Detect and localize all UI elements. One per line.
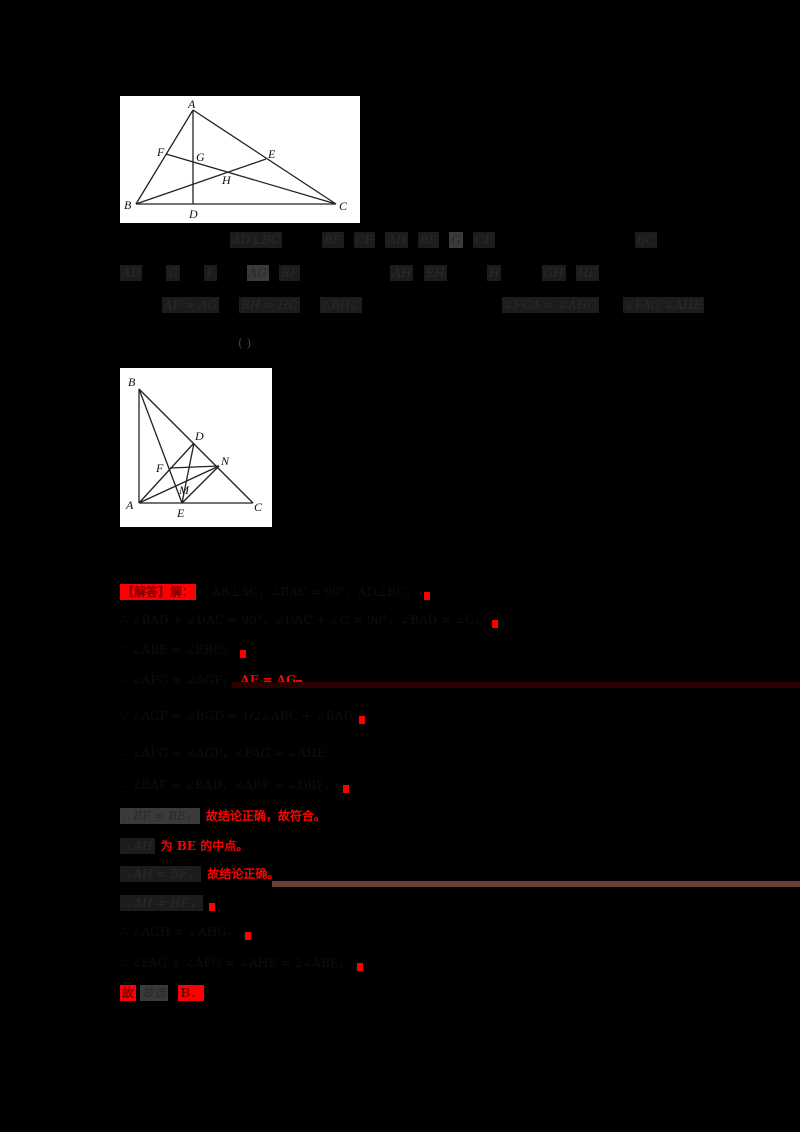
solution-line-6: ∴ ∠BAF = ∠BAD，∠ABF = ∠DBF， xyxy=(120,777,349,795)
math-chip: △BHC xyxy=(319,297,362,313)
math-chip: F xyxy=(204,265,217,281)
problem-line-2: AD G F AG BF AH EH H GH HE xyxy=(120,265,605,283)
solution-text: ∵ ∠ABE = ∠EBC， xyxy=(120,643,235,657)
math-chip: ∠FAG ∠AHE xyxy=(622,297,705,313)
red-marker xyxy=(358,716,365,724)
svg-text:H: H xyxy=(221,173,232,187)
divider-rule-dark-red xyxy=(232,682,800,688)
figure-right-triangle-abc: B A C D E F M N xyxy=(120,368,272,527)
svg-text:G: G xyxy=(196,150,205,164)
red-highlight: 为 BE 的中点。 xyxy=(160,839,249,853)
solution-line-5: ∴ ∠AFG = ∠AGF，∠FAG = ∠AHE xyxy=(120,745,332,763)
divider-rule-brown xyxy=(272,881,800,887)
red-highlight: 故结论正确。 xyxy=(207,867,280,881)
math-chip: BH = HC xyxy=(239,297,300,313)
solution-text: ∴ ∠BAF = ∠BAD，∠ABF = ∠DBF， xyxy=(120,778,337,792)
svg-text:M: M xyxy=(178,483,190,497)
math-chip: BC xyxy=(634,232,658,248)
triangle-diagram-2: B A C D E F M N xyxy=(125,375,263,520)
math-chip: HE xyxy=(575,265,600,281)
svg-text:F: F xyxy=(156,145,165,159)
math-chip: G xyxy=(449,232,464,248)
solution-text: ∵ ∠AGF = ∠BGD = 1/2∠ABC + ∠BAD xyxy=(120,709,353,723)
answer-choice: B． xyxy=(178,985,205,1001)
solution-line-4: ∵ ∠AGF = ∠BGD = 1/2∠ABC + ∠BAD xyxy=(120,708,365,726)
math-chip: CF xyxy=(473,232,495,248)
solution-text: ∴ ∠AFG = ∠AGF，∠FAG = ∠AHE xyxy=(120,746,326,760)
solution-line-0: 【解答】解： ∵ AB⊥AC，∠BAC = 90°，AD⊥BC， xyxy=(120,584,430,602)
svg-text:F: F xyxy=(155,461,164,475)
math-chip: CF xyxy=(353,232,376,248)
svg-text:E: E xyxy=(267,147,276,161)
solution-line-11: ∴ ∠AGH = ∠AHG， xyxy=(120,924,251,942)
svg-text:C: C xyxy=(339,199,348,213)
math-chip: AD xyxy=(385,232,408,248)
answer-parentheses: ( ) xyxy=(238,336,252,350)
svg-text:D: D xyxy=(188,207,198,221)
math-chip: ∴ AH = HF， xyxy=(120,895,204,911)
solution-line-12: ∴ ∠FAG + ∠AFG = ∠AHE = 2∠ABE， xyxy=(120,955,363,973)
red-marker xyxy=(209,903,216,911)
triangle-diagram-1: A B C D E F G H xyxy=(124,97,348,221)
red-marker xyxy=(423,592,430,600)
problem-line-1: AD⊥BC BE CF AD BE G CF BC xyxy=(230,232,663,250)
red-highlight: 故结论正确，故符合。 xyxy=(205,809,326,823)
math-chip: AD⊥BC xyxy=(230,232,282,248)
math-chip: EH xyxy=(423,265,447,281)
red-marker xyxy=(356,963,363,971)
solution-text: ∴ ∠AGH = ∠AHG， xyxy=(120,925,239,939)
figure-triangle-abc: A B C D E F G H xyxy=(120,96,360,223)
math-chip: BE xyxy=(321,232,344,248)
solution-line-9: ∴ AH = BF， 故结论正确。 xyxy=(120,866,279,884)
svg-text:A: A xyxy=(125,498,134,512)
math-chip: 故选 xyxy=(140,985,169,1001)
math-chip: AD xyxy=(120,265,143,281)
red-marker xyxy=(342,785,349,793)
math-chip: ∴ AH xyxy=(120,838,155,854)
svg-text:N: N xyxy=(220,454,230,468)
math-chip: G xyxy=(166,265,181,281)
math-chip: AG xyxy=(246,265,269,281)
solution-line-2: ∵ ∠ABE = ∠EBC， xyxy=(120,642,247,660)
svg-text:B: B xyxy=(128,375,136,389)
solution-text: ∵ AB⊥AC，∠BAC = 90°，AD⊥BC， xyxy=(200,585,418,599)
solution-text: ∴ ∠FAG + ∠AFG = ∠AHE = 2∠ABE， xyxy=(120,956,351,970)
math-chip: BF xyxy=(279,265,301,281)
solution-text: ∴ ∠AFG = ∠AGF， xyxy=(120,673,235,687)
solution-line-8: ∴ AH 为 BE 的中点。 xyxy=(120,838,248,856)
solution-text: ∴ ∠BAD + ∠DAC = 90°，∠DAC + ∠C = 90°，∠BAD… xyxy=(120,613,487,627)
svg-text:E: E xyxy=(176,506,185,520)
svg-text:B: B xyxy=(124,198,132,212)
svg-text:A: A xyxy=(187,97,196,111)
solution-line-7: ∴ BF = BE， 故结论正确，故符合。 xyxy=(120,808,326,826)
math-chip: AH xyxy=(390,265,414,281)
math-chip: H xyxy=(487,265,502,281)
solution-line-10: ∴ AH = HF， xyxy=(120,895,216,913)
red-marker xyxy=(244,932,251,940)
answer-blank: ( ) xyxy=(238,335,257,353)
solution-line-13: 故 故选 B． xyxy=(120,985,205,1003)
math-chip: ∴ AH = BF， xyxy=(120,866,202,882)
red-marker xyxy=(240,650,247,658)
red-highlight: 故 xyxy=(120,985,137,1001)
red-marker xyxy=(492,620,499,628)
math-chip: GH xyxy=(541,265,566,281)
problem-line-3: AF = AG BH = HC △BHC ∠FGA = ∠AHG ∠FAG ∠A… xyxy=(162,297,710,315)
math-chip: AF = AG xyxy=(162,297,219,313)
solution-line-1: ∴ ∠BAD + ∠DAC = 90°，∠DAC + ∠C = 90°，∠BAD… xyxy=(120,612,499,630)
solution-header: 【解答】解： xyxy=(120,584,197,600)
math-chip: ∠FGA = ∠AHG xyxy=(501,297,599,313)
math-chip: BE xyxy=(417,232,440,248)
svg-text:D: D xyxy=(194,429,204,443)
math-chip: ∴ BF = BE， xyxy=(120,808,200,824)
svg-text:C: C xyxy=(254,500,263,514)
